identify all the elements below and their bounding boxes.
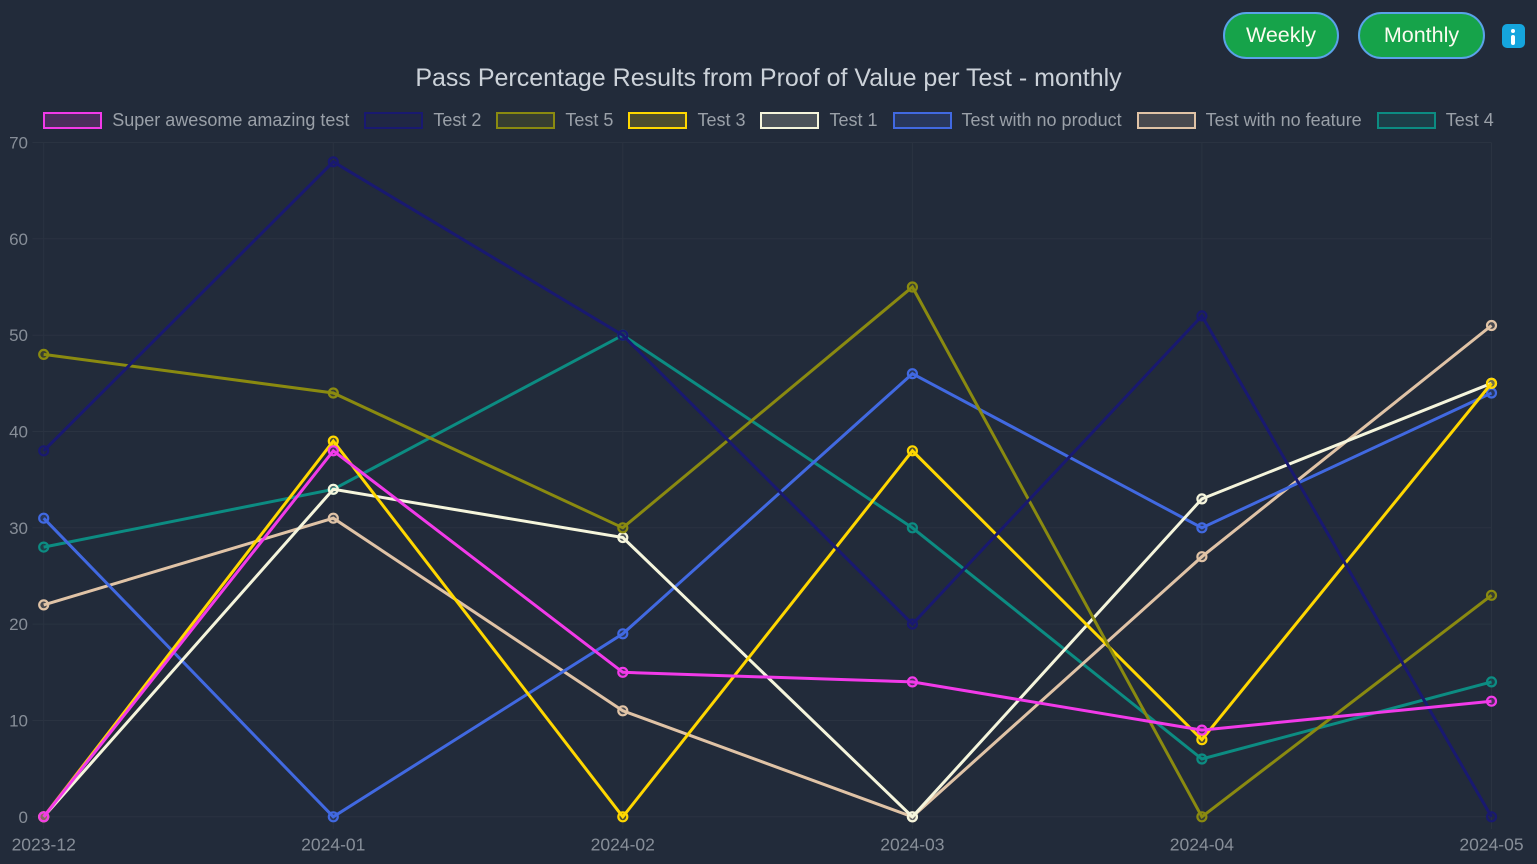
svg-text:2024-04: 2024-04 [1170,835,1234,855]
svg-text:60: 60 [9,230,28,249]
svg-text:2024-01: 2024-01 [301,835,365,855]
svg-text:30: 30 [9,519,28,538]
svg-text:40: 40 [9,423,28,442]
svg-text:2024-03: 2024-03 [880,835,944,855]
svg-text:2024-02: 2024-02 [591,835,655,855]
svg-text:70: 70 [9,134,28,153]
svg-text:20: 20 [9,615,28,634]
svg-text:50: 50 [9,326,28,345]
svg-text:0: 0 [19,808,28,827]
svg-text:2023-12: 2023-12 [12,835,76,855]
svg-text:10: 10 [9,712,28,731]
svg-text:2024-05: 2024-05 [1459,835,1523,855]
